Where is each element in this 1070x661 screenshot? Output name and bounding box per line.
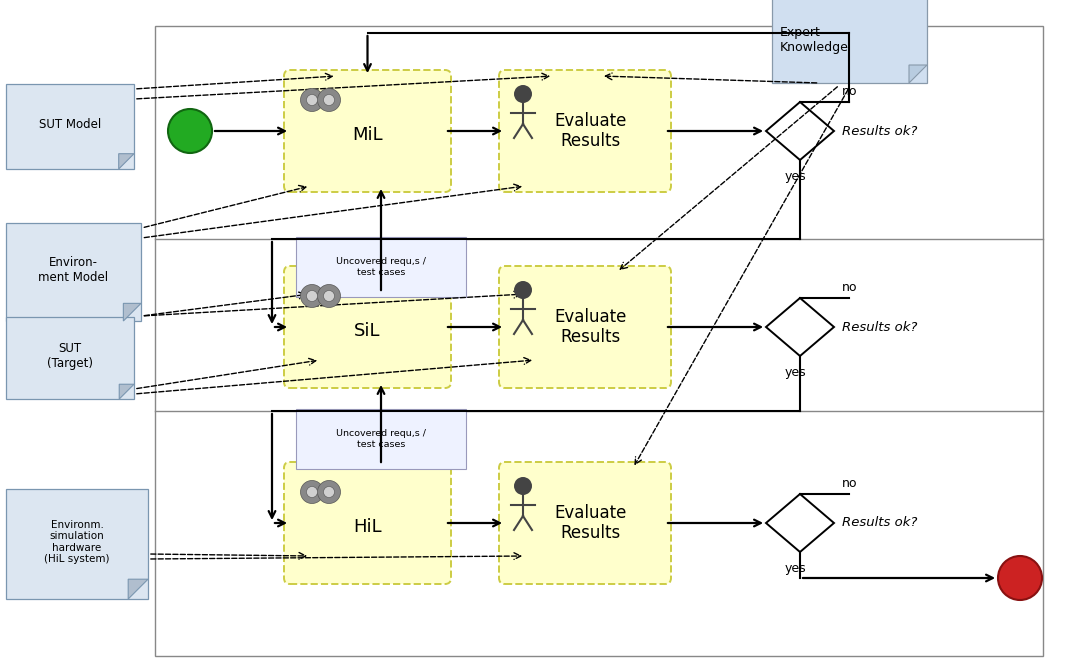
FancyBboxPatch shape: [6, 489, 148, 599]
Circle shape: [306, 290, 318, 301]
FancyBboxPatch shape: [6, 223, 141, 321]
FancyBboxPatch shape: [771, 0, 927, 83]
FancyBboxPatch shape: [284, 266, 450, 388]
Text: no: no: [842, 477, 857, 490]
Circle shape: [301, 89, 323, 112]
Text: SUT
(Target): SUT (Target): [47, 342, 93, 370]
Text: Uncovered requ,s /
test cases: Uncovered requ,s / test cases: [336, 257, 426, 277]
FancyBboxPatch shape: [6, 84, 134, 169]
Text: Expert
Knowledge: Expert Knowledge: [780, 26, 849, 54]
Text: Evaluate
Results: Evaluate Results: [555, 112, 627, 151]
Text: MiL: MiL: [352, 126, 383, 144]
Circle shape: [323, 95, 335, 106]
FancyBboxPatch shape: [296, 409, 467, 469]
Polygon shape: [766, 494, 834, 552]
Polygon shape: [766, 102, 834, 160]
Polygon shape: [119, 384, 134, 399]
Text: no: no: [842, 281, 857, 294]
Circle shape: [323, 486, 335, 498]
Text: Evaluate
Results: Evaluate Results: [555, 504, 627, 543]
Text: Environ-
ment Model: Environ- ment Model: [39, 256, 108, 284]
Circle shape: [514, 85, 532, 103]
Text: yes: yes: [784, 366, 806, 379]
Circle shape: [306, 486, 318, 498]
Circle shape: [323, 290, 335, 301]
Text: Uncovered requ,s /
test cases: Uncovered requ,s / test cases: [336, 429, 426, 449]
Circle shape: [514, 281, 532, 299]
Text: SiL: SiL: [354, 322, 381, 340]
Polygon shape: [119, 154, 134, 169]
FancyBboxPatch shape: [499, 266, 671, 388]
Text: Environm.
simulation
hardware
(HiL system): Environm. simulation hardware (HiL syste…: [44, 520, 110, 564]
Circle shape: [168, 109, 212, 153]
Circle shape: [301, 284, 323, 307]
Text: Results ok?: Results ok?: [842, 516, 917, 529]
Circle shape: [318, 481, 340, 504]
Polygon shape: [128, 579, 148, 599]
Text: SUT Model: SUT Model: [39, 118, 102, 131]
Circle shape: [318, 89, 340, 112]
FancyBboxPatch shape: [296, 237, 467, 297]
Polygon shape: [766, 298, 834, 356]
Text: Evaluate
Results: Evaluate Results: [555, 307, 627, 346]
Text: no: no: [842, 85, 857, 98]
Text: Results ok?: Results ok?: [842, 321, 917, 334]
Circle shape: [998, 556, 1042, 600]
FancyBboxPatch shape: [284, 70, 450, 192]
Text: Results ok?: Results ok?: [842, 124, 917, 137]
Text: yes: yes: [784, 170, 806, 183]
FancyBboxPatch shape: [499, 70, 671, 192]
Circle shape: [301, 481, 323, 504]
FancyBboxPatch shape: [499, 462, 671, 584]
FancyBboxPatch shape: [284, 462, 450, 584]
Circle shape: [306, 95, 318, 106]
FancyBboxPatch shape: [6, 317, 134, 399]
Circle shape: [514, 477, 532, 495]
Circle shape: [318, 284, 340, 307]
Text: yes: yes: [784, 562, 806, 575]
Polygon shape: [123, 303, 141, 321]
Polygon shape: [910, 65, 927, 83]
Text: HiL: HiL: [353, 518, 382, 536]
